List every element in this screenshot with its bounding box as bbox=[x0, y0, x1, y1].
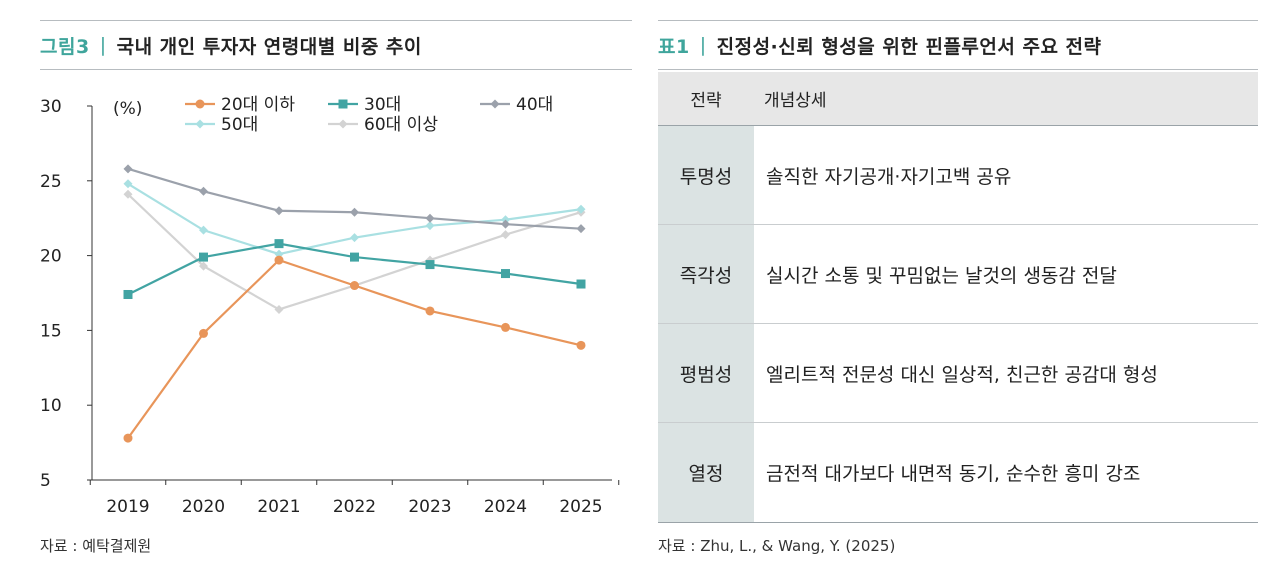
data-point bbox=[123, 433, 133, 443]
data-point bbox=[274, 206, 284, 216]
data-point bbox=[199, 261, 208, 271]
table-header: 전략 개념상세 bbox=[658, 72, 1258, 126]
data-point bbox=[350, 207, 359, 217]
legend-swatch-marker bbox=[195, 99, 205, 109]
data-point bbox=[123, 164, 133, 174]
data-point bbox=[199, 225, 208, 235]
y-tick-label: 10 bbox=[40, 396, 62, 416]
strategy-cell: 열정 bbox=[658, 423, 754, 522]
detail-cell: 엘리트적 전문성 대신 일상적, 친근한 공감대 형성 bbox=[766, 363, 1158, 386]
data-point bbox=[501, 269, 510, 279]
table-row: 열정 금전적 대가보다 내면적 동기, 순수한 흥미 강조 bbox=[658, 423, 1258, 522]
chart-panel: 그림3 | 국내 개인 투자자 연령대별 비중 추이 5 10 15 20 25 30 20… bbox=[40, 20, 632, 568]
legend-swatch-marker bbox=[338, 99, 348, 109]
data-point bbox=[501, 230, 510, 240]
strategy-cell: 평범성 bbox=[658, 324, 754, 422]
data-point bbox=[501, 219, 510, 229]
chart-title: 국내 개인 투자자 연령대별 비중 추이 bbox=[116, 35, 422, 58]
data-point bbox=[274, 239, 284, 249]
table-row: 투명성 솔직한 자기공개·자기고백 공유 bbox=[658, 126, 1258, 225]
data-point bbox=[350, 281, 359, 291]
x-tick-label: 2023 bbox=[408, 497, 451, 517]
table-label: 표1 bbox=[658, 35, 690, 58]
strategy-cell: 투명성 bbox=[658, 126, 754, 224]
detail-cell: 금전적 대가보다 내면적 동기, 순수한 흥미 강조 bbox=[766, 463, 1141, 485]
data-point bbox=[199, 186, 208, 196]
series-line bbox=[127, 182, 582, 256]
table-source: 자료 : Zhu, L., & Wang, Y. (2025) bbox=[658, 537, 896, 555]
legend-swatch-marker bbox=[338, 119, 348, 129]
x-tick-label: 2019 bbox=[106, 497, 149, 517]
table-panel: 표1 | 진정성·신뢰 형성을 위한 핀플루언서 주요 전략 전략 개념상세 투… bbox=[658, 20, 1258, 568]
legend-swatch-marker bbox=[490, 99, 500, 109]
data-point bbox=[576, 224, 586, 234]
data-point bbox=[425, 306, 435, 316]
header-strategy: 전략 bbox=[690, 91, 722, 111]
data-point bbox=[274, 304, 284, 314]
table-title-row: 표1 | 진정성·신뢰 형성을 위한 핀플루언서 주요 전략 bbox=[658, 20, 1258, 70]
data-point bbox=[576, 340, 586, 350]
y-tick-label: 5 bbox=[40, 471, 51, 491]
strategy-table: 전략 개념상세 투명성 솔직한 자기공개·자기고백 공유 즉각성 실시간 소통 … bbox=[658, 72, 1258, 523]
y-tick-label: 15 bbox=[40, 321, 62, 341]
x-tick-label: 2024 bbox=[484, 497, 527, 517]
data-point bbox=[425, 221, 435, 231]
chart-source: 자료 : 예탁결제원 bbox=[40, 537, 152, 555]
legend-label: 20대 이하 bbox=[221, 95, 295, 115]
data-point bbox=[123, 189, 133, 199]
legend-label: 60대 이상 bbox=[364, 115, 438, 135]
strategy-cell: 즉각성 bbox=[658, 225, 754, 323]
legend-swatch-marker bbox=[195, 119, 205, 129]
title-separator: | bbox=[699, 34, 707, 56]
data-point bbox=[123, 289, 133, 299]
data-point bbox=[425, 213, 435, 223]
data-point bbox=[425, 260, 435, 270]
legend-label: 30대 bbox=[364, 95, 401, 115]
x-tick-label: 2021 bbox=[257, 497, 300, 517]
table-title: 진정성·신뢰 형성을 위한 핀플루언서 주요 전략 bbox=[716, 35, 1102, 58]
title-separator: | bbox=[99, 34, 107, 56]
data-point bbox=[576, 279, 586, 289]
y-tick-label: 25 bbox=[40, 172, 62, 192]
detail-cell: 실시간 소통 및 꾸밈없는 날것의 생동감 전달 bbox=[766, 264, 1117, 287]
figure-label: 그림3 bbox=[40, 35, 90, 58]
legend-label: 40대 bbox=[516, 95, 553, 115]
detail-cell: 솔직한 자기공개·자기고백 공유 bbox=[766, 165, 1012, 188]
unit-label: (%) bbox=[113, 99, 142, 119]
y-tick-label: 20 bbox=[40, 247, 62, 267]
data-point bbox=[350, 252, 359, 262]
data-point bbox=[501, 322, 510, 332]
data-point bbox=[274, 255, 284, 265]
table-row: 평범성 엘리트적 전문성 대신 일상적, 친근한 공감대 형성 bbox=[658, 324, 1258, 423]
data-point bbox=[199, 328, 208, 338]
header-detail: 개념상세 bbox=[764, 91, 827, 111]
legend-label: 50대 bbox=[221, 115, 258, 135]
y-tick-label: 30 bbox=[40, 97, 62, 117]
data-point bbox=[123, 179, 133, 189]
x-tick-label: 2020 bbox=[182, 497, 225, 517]
data-point bbox=[576, 204, 586, 214]
x-tick-label: 2025 bbox=[559, 497, 602, 517]
x-tick-label: 2022 bbox=[333, 497, 376, 517]
chart-title-row: 그림3 | 국내 개인 투자자 연령대별 비중 추이 bbox=[40, 20, 632, 70]
data-point bbox=[199, 252, 208, 262]
data-point bbox=[350, 233, 359, 243]
table-row: 즉각성 실시간 소통 및 꾸밈없는 날것의 생동감 전달 bbox=[658, 225, 1258, 324]
